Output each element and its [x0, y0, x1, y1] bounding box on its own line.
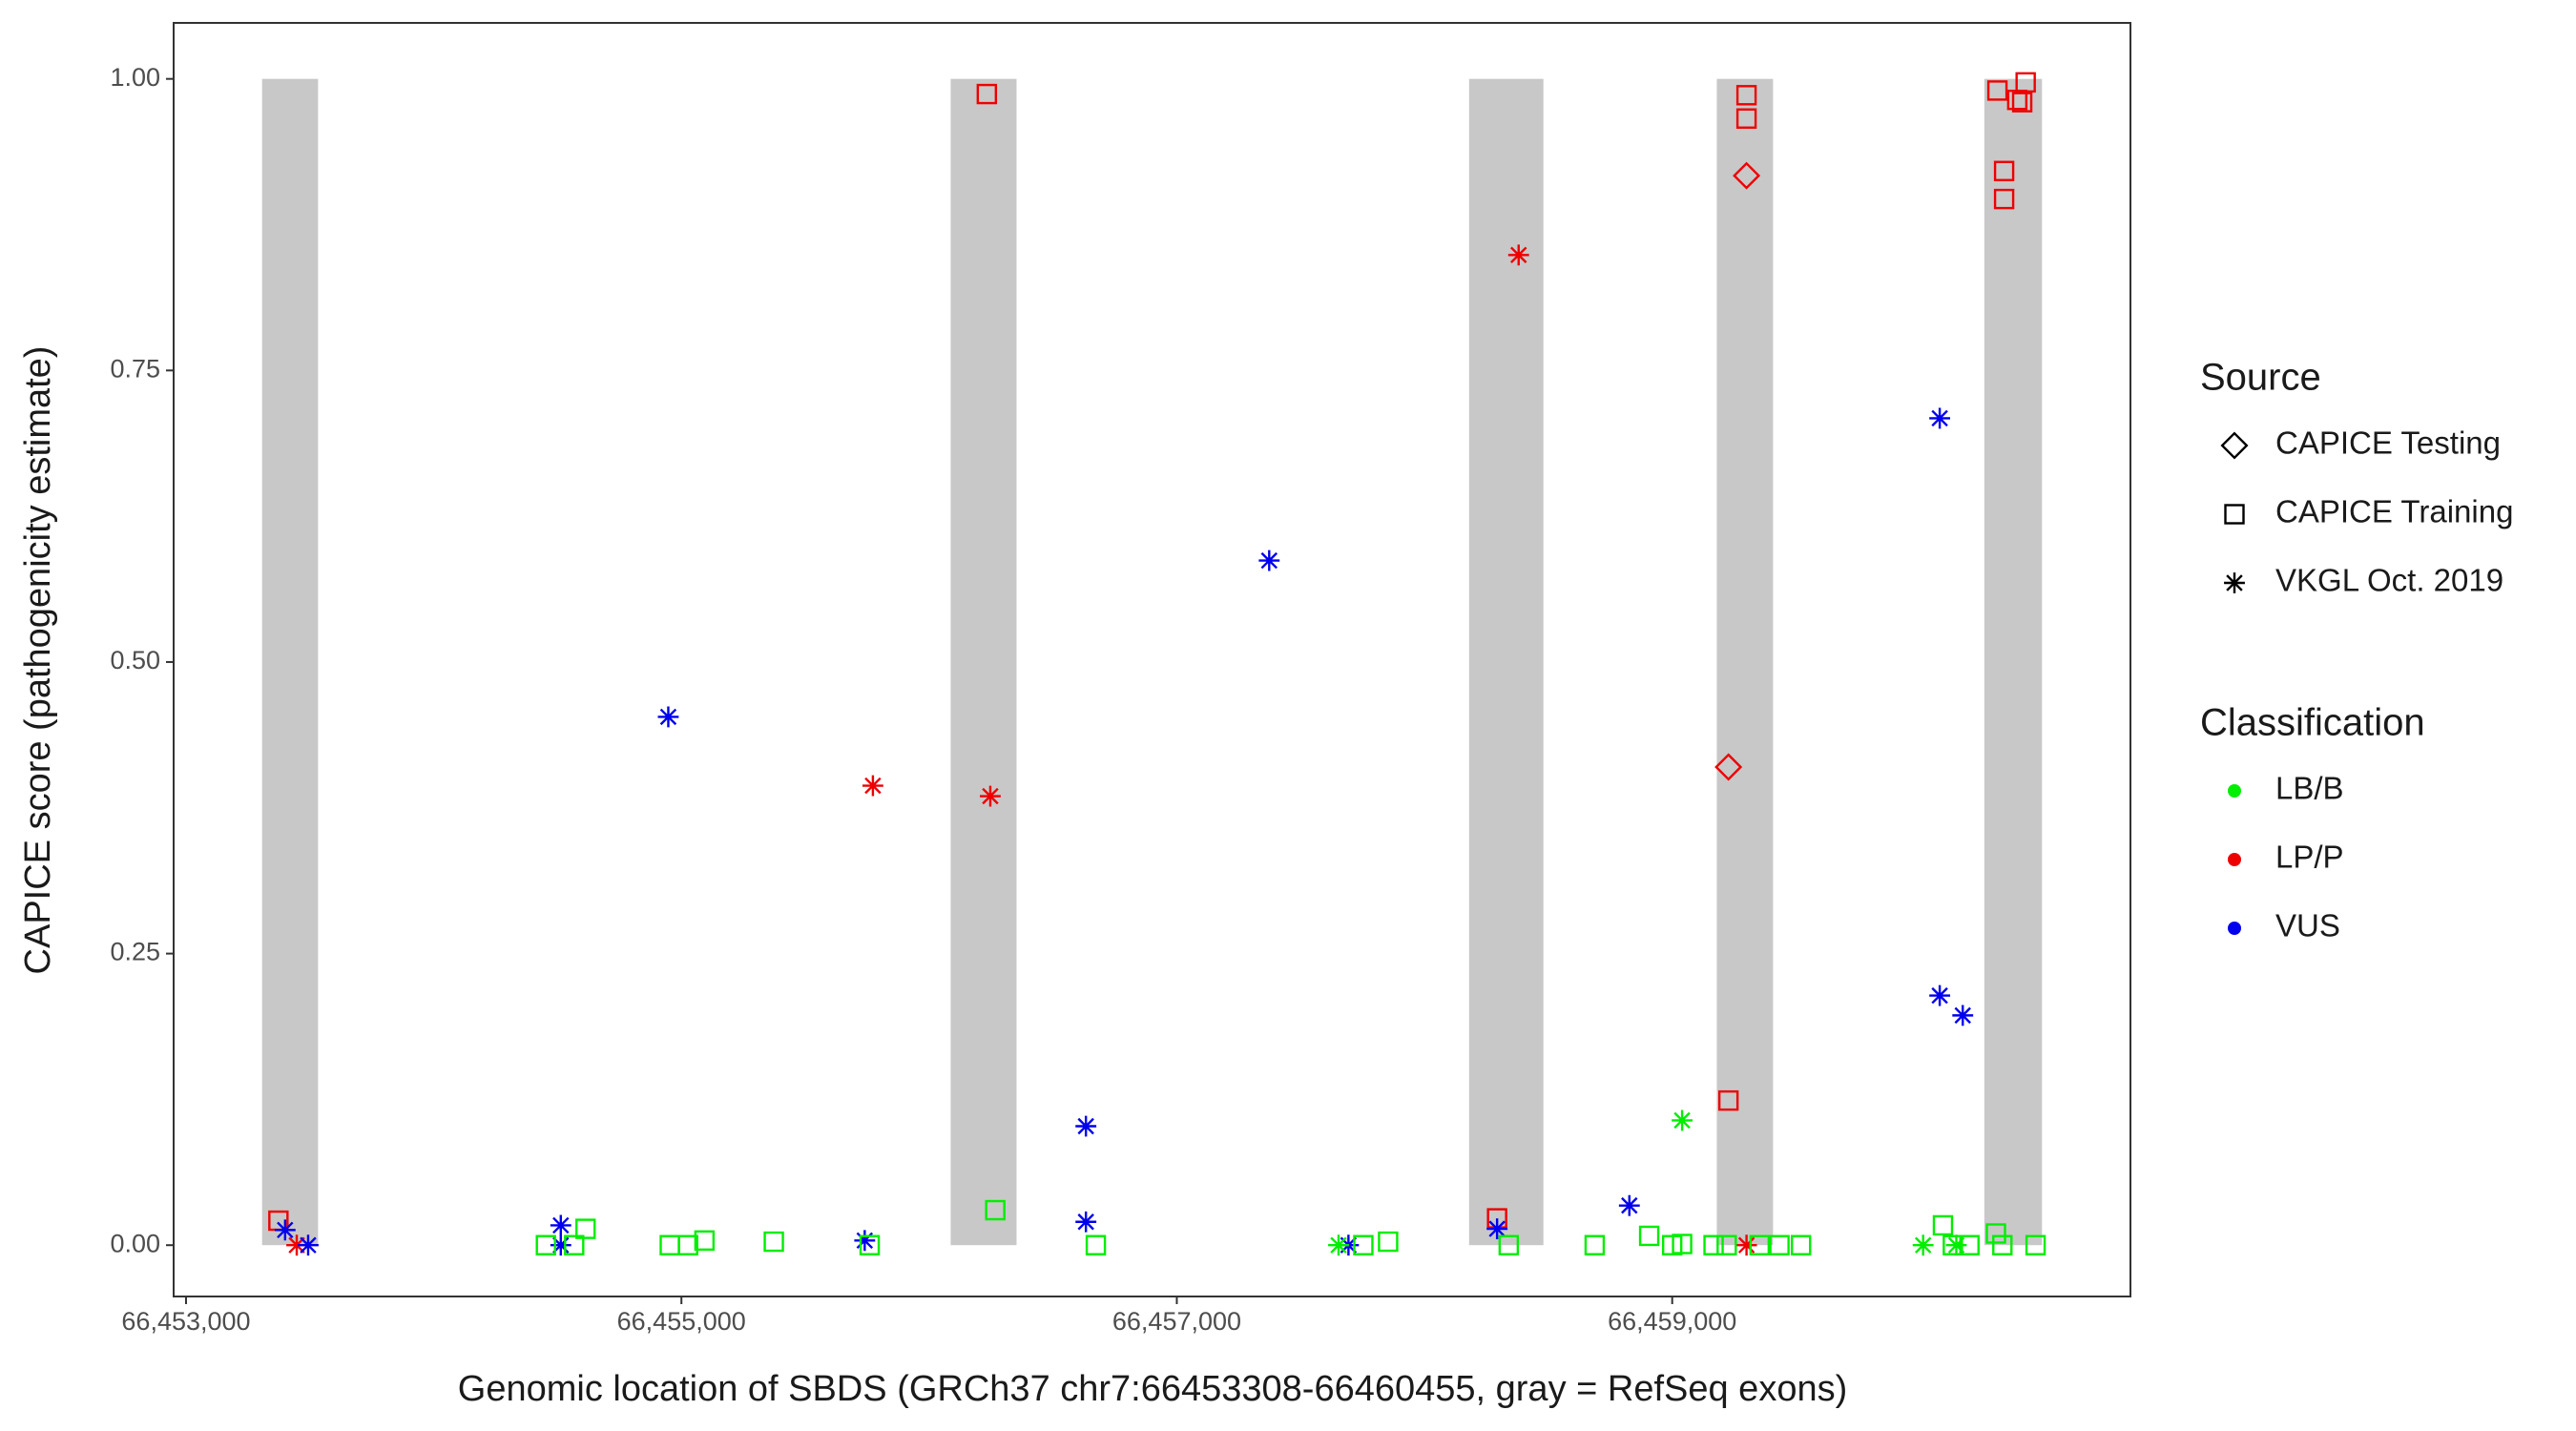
point-star [1945, 1234, 1967, 1256]
point-square [2006, 89, 2028, 111]
legend-label: LB/B [2275, 771, 2344, 806]
point-star [286, 1234, 307, 1256]
point-star [854, 1230, 876, 1252]
point-square [1985, 1223, 2006, 1244]
plot-frame [173, 22, 2131, 1297]
legend-label: CAPICE Training [2275, 494, 2513, 529]
point-square [1993, 160, 2015, 181]
point-star [862, 775, 883, 797]
legend-symbol [2228, 922, 2241, 935]
point-diamond [1714, 753, 1743, 781]
point-square [1716, 1234, 1737, 1255]
point-square [1942, 1234, 1963, 1255]
point-star [1929, 407, 1951, 429]
point-square [763, 1231, 784, 1253]
point-star [1912, 1234, 1934, 1256]
point-square [1498, 1234, 1520, 1255]
legend-symbol [2228, 784, 2241, 798]
point-square [1717, 1089, 1739, 1111]
point-star [1328, 1234, 1349, 1256]
exon [1984, 78, 2043, 1246]
point-square [1638, 1225, 1660, 1247]
point-star [657, 706, 679, 728]
point-square [985, 1199, 1006, 1221]
point-square [535, 1234, 556, 1255]
point-star [274, 1219, 296, 1241]
legend-symbol [2224, 504, 2245, 525]
point-square [1992, 1234, 2013, 1255]
point-square [564, 1234, 585, 1255]
point-star [1075, 1115, 1097, 1137]
point-square [1986, 80, 2008, 101]
y-tick-label: 0.50 [110, 646, 160, 674]
point-square [694, 1230, 716, 1252]
point-star [1672, 1110, 1693, 1131]
point-square [1993, 188, 2015, 210]
exon [1716, 78, 1774, 1246]
point-square [1378, 1231, 1399, 1253]
legend-label: CAPICE Testing [2275, 425, 2501, 461]
point-square [1085, 1234, 1107, 1255]
y-tick-label: 0.25 [110, 938, 160, 966]
legend-label: VUS [2275, 908, 2340, 944]
point-square [659, 1234, 680, 1255]
legend-symbol [2224, 572, 2245, 593]
legend-symbol [2228, 853, 2241, 866]
point-square [1749, 1234, 1771, 1255]
legend-label: VKGL Oct. 2019 [2275, 563, 2503, 598]
point-square [1932, 1214, 1954, 1236]
point-square [1703, 1234, 1724, 1255]
point-star [1075, 1211, 1097, 1233]
point-square [1735, 108, 1757, 129]
y-tick-label: 0.75 [110, 354, 160, 383]
point-star [1929, 985, 1951, 1006]
point-square [2011, 92, 2033, 113]
point-square [1959, 1234, 1980, 1255]
point-square [1584, 1234, 1606, 1255]
point-star [1486, 1218, 1508, 1240]
point-square [1769, 1234, 1790, 1255]
point-star [1258, 550, 1280, 571]
point-square [1353, 1234, 1374, 1255]
y-tick-label: 0.00 [110, 1229, 160, 1257]
exon [261, 78, 319, 1246]
x-tick-label: 66,455,000 [617, 1307, 746, 1336]
x-tick-label: 66,459,000 [1608, 1307, 1736, 1336]
exon [950, 78, 1017, 1246]
point-star [1952, 1005, 1974, 1027]
point-star [1507, 244, 1529, 266]
point-square [2025, 1234, 2046, 1255]
x-axis-title: Genomic location of SBDS (GRCh37 chr7:66… [458, 1369, 1847, 1409]
y-axis-title: CAPICE score (pathogenicity estimate) [18, 346, 58, 975]
y-tick-label: 1.00 [110, 63, 160, 92]
point-star [550, 1214, 571, 1236]
x-tick-label: 66,453,000 [121, 1307, 250, 1336]
point-star [1618, 1194, 1640, 1216]
legend-label: LP/P [2275, 840, 2344, 875]
exon [1468, 78, 1544, 1246]
point-square [1791, 1234, 1812, 1255]
point-star [550, 1234, 571, 1256]
point-star [298, 1234, 319, 1256]
point-star [1735, 1234, 1757, 1256]
point-diamond [1733, 161, 1761, 190]
point-square [575, 1218, 596, 1239]
legend-title: Source [2200, 357, 2321, 399]
point-square [677, 1234, 698, 1255]
x-tick-label: 66,457,000 [1112, 1307, 1241, 1336]
point-square [976, 83, 998, 105]
point-square [859, 1234, 881, 1255]
point-square [1672, 1234, 1693, 1255]
legend-title: Classification [2200, 702, 2425, 744]
legend-symbol [2220, 431, 2249, 460]
point-star [980, 785, 1001, 807]
point-square [1735, 85, 1757, 106]
